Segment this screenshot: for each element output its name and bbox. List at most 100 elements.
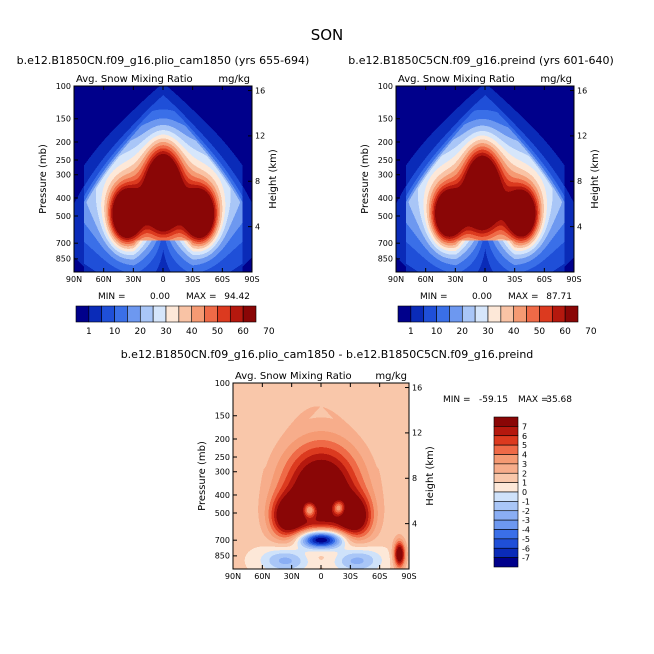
- colorbar-box: [397, 305, 412, 323]
- y-tick-label: 200: [215, 435, 230, 444]
- x-tick-label: 60S: [372, 572, 387, 581]
- colorbar-top-right: 1 10 20 30 40 50 60 70: [397, 305, 597, 337]
- x-tick-label: 0: [318, 572, 323, 581]
- stat-max-label: MAX =: [518, 395, 549, 405]
- panel-title: b.e12.B1850CN.f09_g16.plio_cam1850 (yrs …: [17, 54, 310, 67]
- y-right-tick-label: 16: [412, 383, 422, 392]
- panel-title: b.e12.B1850C5CN.f09_g16.preind (yrs 601-…: [348, 54, 614, 67]
- colorbar-label: 1: [86, 327, 92, 337]
- colorbar-box: [204, 305, 218, 323]
- y-tick-label: 300: [56, 171, 71, 180]
- colorbar-box: [493, 529, 519, 540]
- colorbar-box: [217, 305, 231, 323]
- stat-max-value: 87.71: [546, 292, 572, 302]
- colorbar-box: [551, 305, 566, 323]
- colorbar-box: [493, 491, 519, 502]
- y-tick-label: 700: [56, 239, 71, 248]
- panel-preind-field: [396, 86, 574, 272]
- colorbar-label: -5: [522, 535, 530, 544]
- colorbar-box: [178, 305, 193, 323]
- colorbar-label: -1: [522, 497, 530, 506]
- y-right-tick-label: 4: [412, 519, 417, 528]
- colorbar-box: [449, 305, 463, 323]
- units-label: mg/kg: [218, 74, 250, 85]
- y-right-tick-label: 8: [255, 177, 260, 186]
- colorbar-box: [474, 305, 489, 323]
- y-tick-label: 400: [56, 194, 71, 203]
- colorbar-label: 60: [559, 327, 571, 337]
- y-axis-label: Pressure (mb): [38, 144, 49, 214]
- y-tick-label: 250: [215, 453, 230, 462]
- stat-min-value: -59.15: [479, 395, 508, 405]
- colorbar-box: [493, 501, 519, 512]
- y-tick-label: 400: [378, 194, 393, 203]
- y-tick-label: 250: [56, 156, 71, 165]
- y-tick-label: 700: [378, 239, 393, 248]
- y-tick-label: 850: [56, 255, 71, 264]
- colorbar-box: [152, 305, 167, 323]
- colorbar-box: [493, 454, 519, 465]
- y-right-axis-label: Height (km): [425, 446, 436, 506]
- colorbar-box: [242, 305, 257, 323]
- x-tick-label: 30N: [125, 275, 141, 284]
- colorbar-label: -4: [522, 526, 530, 535]
- x-tick-label: 60S: [215, 275, 230, 284]
- y-right-tick-label: 4: [577, 222, 582, 231]
- colorbar-label: 0: [522, 488, 527, 497]
- colorbar-label: -3: [522, 516, 530, 525]
- stat-min-value: 0.00: [472, 292, 492, 302]
- x-tick-label: 30S: [185, 275, 200, 284]
- colorbar-box: [165, 305, 180, 323]
- colorbar-label: 4: [522, 451, 527, 460]
- colorbar-label: 50: [534, 327, 546, 337]
- colorbar-label: 1: [522, 479, 527, 488]
- stat-min-label: MIN =: [420, 292, 448, 302]
- y-axis-label: Pressure (mb): [197, 441, 208, 511]
- x-tick-label: 30N: [284, 572, 300, 581]
- x-tick-label: 90S: [566, 275, 581, 284]
- stat-max-value: 94.42: [224, 292, 250, 302]
- colorbar-box: [493, 463, 519, 474]
- x-tick-label: 30S: [507, 275, 522, 284]
- colorbar-box: [88, 305, 103, 323]
- colorbar-box: [127, 305, 141, 323]
- colorbar-box: [423, 305, 437, 323]
- y-tick-label: 700: [215, 536, 230, 545]
- colorbar-label: 3: [522, 460, 527, 469]
- stat-min-label: MIN =: [443, 395, 471, 405]
- colorbar-box: [493, 435, 519, 446]
- units-label: mg/kg: [540, 74, 572, 85]
- colorbar-box: [101, 305, 115, 323]
- colorbar-box: [493, 416, 519, 427]
- y-right-tick-label: 16: [577, 86, 587, 95]
- variable-label: Avg. Snow Mixing Ratio: [235, 371, 352, 382]
- x-tick-label: 90S: [244, 275, 259, 284]
- panel-plio-field: [74, 86, 252, 272]
- colorbar-label: 60: [237, 327, 249, 337]
- y-tick-label: 500: [378, 212, 393, 221]
- y-right-tick-label: 16: [255, 86, 265, 95]
- colorbar-label: 40: [186, 327, 198, 337]
- stat-min-label: MIN =: [98, 292, 126, 302]
- y-tick-label: 300: [215, 468, 230, 477]
- y-tick-label: 850: [215, 552, 230, 561]
- colorbar-label: 10: [109, 327, 121, 337]
- colorbar-label: 70: [585, 327, 597, 337]
- colorbar-label: 30: [160, 327, 172, 337]
- colorbar-label: 70: [263, 327, 275, 337]
- colorbar-label: 2: [522, 469, 527, 478]
- y-tick-label: 850: [378, 255, 393, 264]
- stat-max-value: 35.68: [546, 395, 572, 405]
- y-right-tick-label: 12: [412, 429, 422, 438]
- x-tick-label: 60N: [418, 275, 434, 284]
- y-right-tick-label: 4: [255, 222, 260, 231]
- stat-max-label: MAX =: [508, 292, 539, 302]
- panel-plio-axes: 90N 60N 30N 0 30S 60S 90S 100 150 200 250 300 400 500…: [17, 54, 310, 284]
- colorbar-box: [493, 426, 519, 437]
- x-tick-label: 60S: [537, 275, 552, 284]
- colorbar-box: [564, 305, 579, 323]
- variable-label: Avg. Snow Mixing Ratio: [398, 74, 515, 85]
- y-tick-label: 300: [378, 171, 393, 180]
- colorbar-box: [436, 305, 450, 323]
- colorbar-label: 30: [482, 327, 494, 337]
